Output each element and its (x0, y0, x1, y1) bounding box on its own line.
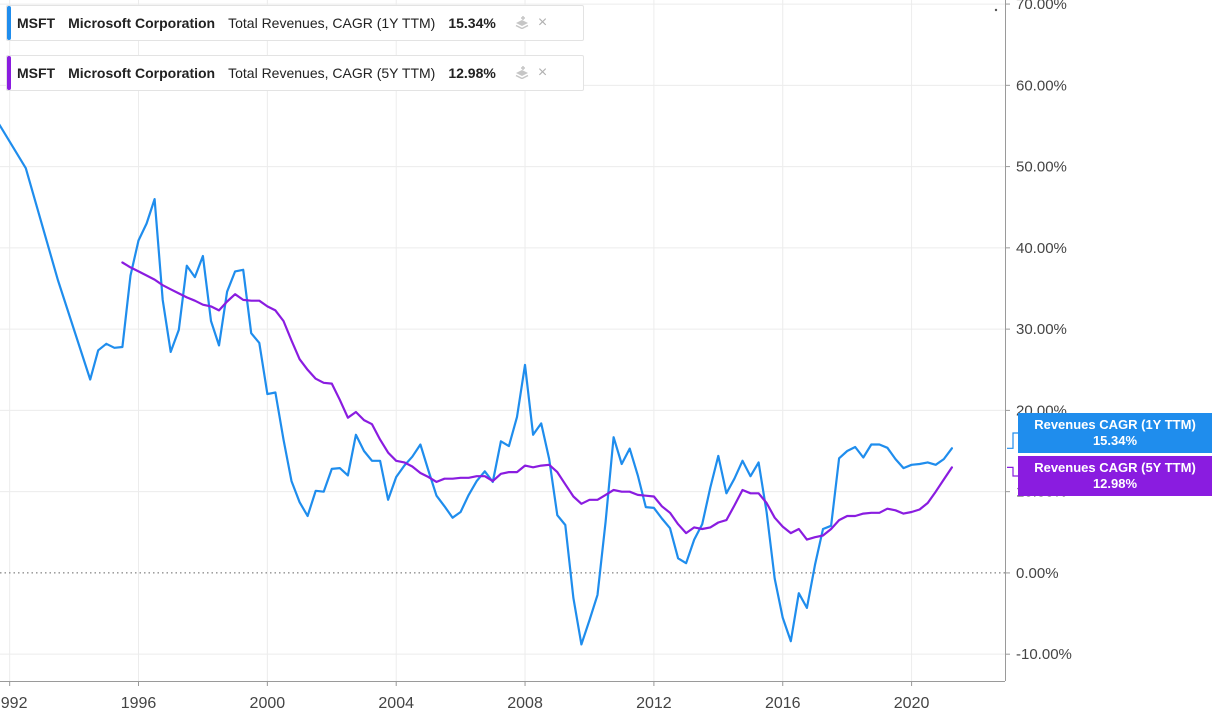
legend-ticker[interactable]: MSFT (17, 65, 56, 81)
series-line-1 (121, 261, 953, 541)
x-tick-label: 2016 (765, 695, 801, 712)
stack-icon[interactable] (514, 15, 530, 32)
y-tick-label: 60.00% (1016, 77, 1067, 94)
chart-grid (0, 0, 1005, 681)
legend-ticker[interactable]: MSFT (17, 15, 56, 31)
axis-dot (994, 8, 998, 12)
value-tag-value: 15.34% (1092, 433, 1138, 448)
value-tag-1y: Revenues CAGR (1Y TTM) 15.34% (1018, 413, 1212, 453)
x-axis-ticks: 1992 1996 2000 2004 2008 2012 2016 2020 (0, 681, 929, 712)
series-line-0 (0, 123, 953, 646)
x-tick-label: 2000 (250, 695, 286, 712)
series-lines (0, 123, 1018, 646)
legend-company[interactable]: Microsoft Corporation (68, 65, 216, 81)
x-tick-label: 2008 (507, 695, 543, 712)
legend-card-5y[interactable]: MSFT Microsoft Corporation Total Revenue… (6, 55, 584, 91)
x-tick-label: 2012 (636, 695, 672, 712)
y-tick-label: 40.00% (1016, 240, 1067, 257)
x-tick-label: 2020 (894, 695, 930, 712)
value-tag-5y: Revenues CAGR (5Y TTM) 12.98% (1018, 456, 1212, 496)
legend-metric[interactable]: Total Revenues, CAGR (1Y TTM) (228, 15, 436, 31)
x-tick-label: 1992 (0, 695, 28, 712)
stack-icon[interactable] (514, 65, 530, 82)
chart-axes (0, 0, 1006, 682)
legend-value: 15.34% (448, 15, 496, 31)
legend-metric[interactable]: Total Revenues, CAGR (5Y TTM) (228, 65, 436, 81)
legend-card-1y[interactable]: MSFT Microsoft Corporation Total Revenue… (6, 5, 584, 41)
close-icon[interactable]: × (537, 14, 548, 31)
y-tick-label: 70.00% (1016, 0, 1067, 13)
value-tag-value: 12.98% (1092, 476, 1138, 491)
value-tag-label: Revenues CAGR (5Y TTM) (1034, 460, 1196, 475)
legend-swatch-1y (7, 6, 11, 40)
y-tick-label: 50.00% (1016, 159, 1067, 176)
close-icon[interactable]: × (537, 64, 548, 81)
tag-connector (1007, 432, 1018, 449)
y-tick-label: -10.00% (1016, 646, 1072, 663)
legend-value: 12.98% (448, 65, 496, 81)
legend-company[interactable]: Microsoft Corporation (68, 15, 216, 31)
legend-swatch-5y (7, 56, 11, 90)
x-tick-label: 2004 (378, 695, 414, 712)
y-axis-ticks: 70.00%60.00%50.00%40.00%30.00%20.00%10.0… (1005, 0, 1072, 663)
value-tag-label: Revenues CAGR (1Y TTM) (1034, 417, 1196, 432)
x-tick-label: 1996 (121, 695, 157, 712)
y-tick-label: 0.00% (1016, 565, 1059, 582)
tag-connector (1007, 466, 1018, 477)
y-tick-label: 30.00% (1016, 321, 1067, 338)
